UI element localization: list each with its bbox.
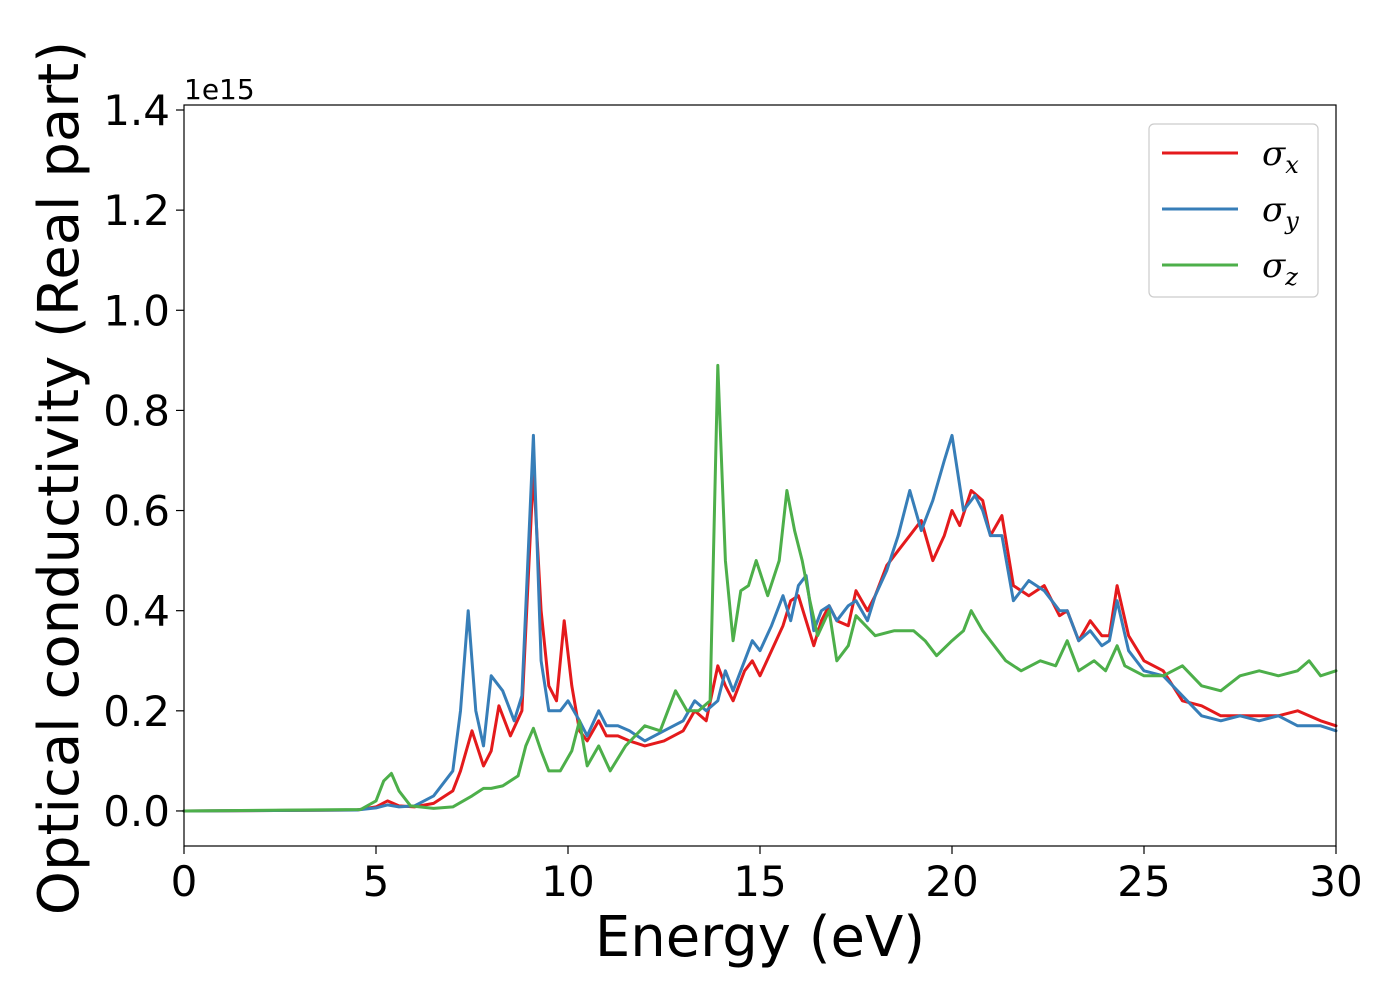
legend-entry-z: σz	[1262, 246, 1298, 291]
y-tick-label: 1.4	[103, 86, 170, 135]
y-tick-label: 0.2	[103, 687, 170, 736]
y-tick-label: 1.0	[103, 286, 170, 335]
legend: σx σy σz	[1148, 123, 1319, 298]
y-tick-label: 0.8	[103, 386, 170, 435]
y-tick-label: 0.4	[103, 587, 170, 636]
x-tick-label: 5	[363, 857, 390, 906]
x-tick-label: 15	[733, 857, 786, 906]
series-layer	[182, 363, 1338, 813]
y-offset-label: 1e15	[184, 73, 255, 106]
x-tick-label: 10	[541, 857, 594, 906]
y-tick-label: 1.2	[103, 186, 170, 235]
x-tick-label: 30	[1309, 857, 1362, 906]
series-line-z	[182, 363, 1338, 813]
legend-entry-x: σx	[1262, 134, 1299, 179]
x-axis: 0 5 10 15 20 25 30	[171, 846, 1363, 906]
x-tick-label: 0	[171, 857, 198, 906]
y-axis-label: Optical conductivity (Real part)	[27, 41, 92, 915]
legend-entry-y: σy	[1262, 190, 1299, 235]
y-tick-label: 0.6	[103, 487, 170, 536]
x-tick-label: 25	[1117, 857, 1170, 906]
x-tick-label: 20	[925, 857, 978, 906]
y-tick-label: 0.0	[103, 787, 170, 836]
y-axis: 0.0 0.2 0.4 0.6 0.8 1.0 1.2 1.4	[103, 86, 184, 836]
x-axis-label: Energy (eV)	[595, 905, 925, 970]
